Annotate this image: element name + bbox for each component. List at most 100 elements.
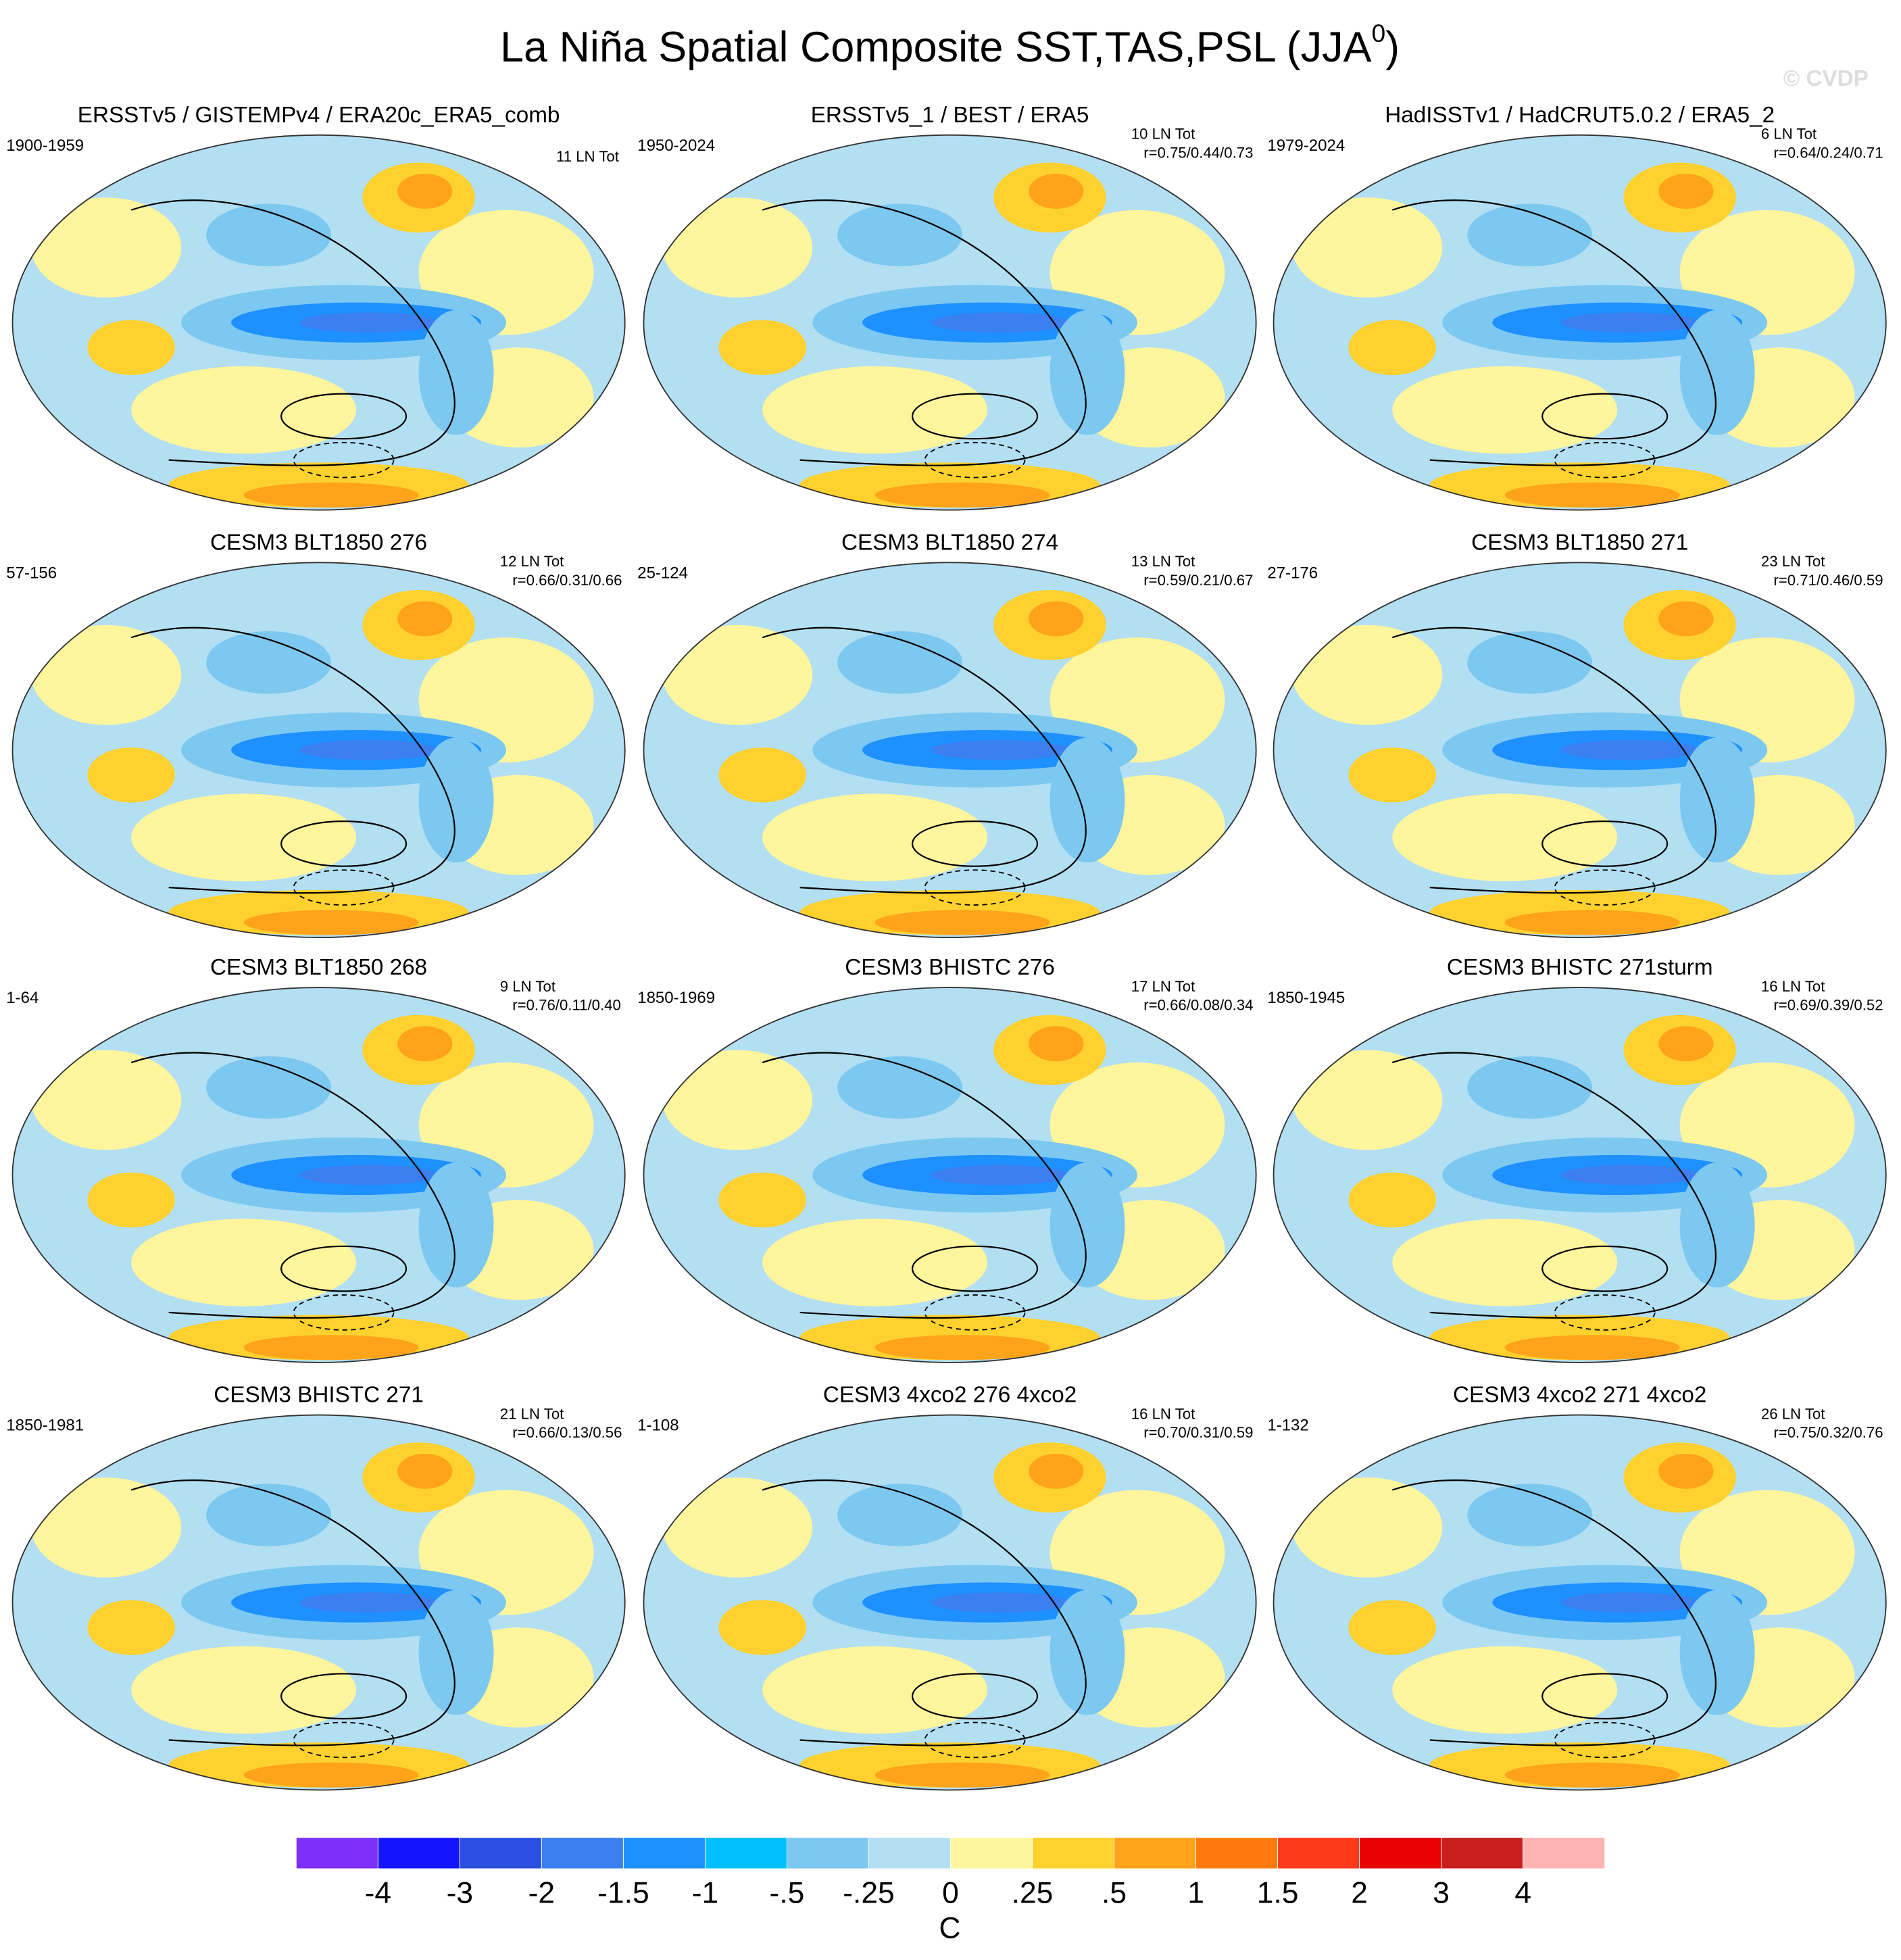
anomaly-region — [718, 748, 806, 803]
anomaly-region — [762, 793, 988, 881]
psl-contour — [762, 627, 1087, 894]
anomaly-region — [1029, 1026, 1084, 1062]
anomaly-region — [1658, 1026, 1714, 1062]
anomaly-region — [1467, 1484, 1593, 1546]
psl-contour-negative — [1554, 441, 1656, 479]
panel-title: CESM3 BHISTC 271 — [214, 1383, 424, 1408]
anomaly-region — [1292, 1477, 1443, 1578]
colorbar-label: 4 — [1514, 1877, 1531, 1910]
colorbar-label: -.25 — [843, 1877, 894, 1910]
anomaly-region — [397, 601, 453, 637]
psl-contour — [1391, 1052, 1717, 1319]
map-panel — [1273, 1415, 1886, 1790]
map-panel — [643, 1415, 1256, 1790]
anomaly-region — [299, 739, 438, 760]
anomaly-region — [1392, 793, 1618, 881]
panel-title: CESM3 BLT1850 268 — [210, 955, 427, 980]
map-panel — [12, 1415, 625, 1790]
anomaly-region — [1029, 1453, 1084, 1489]
anomaly-region — [31, 197, 182, 298]
psl-contour — [280, 393, 408, 440]
map-panel — [1273, 987, 1886, 1363]
colorbar-unit: C — [939, 1911, 961, 1944]
anomaly-region — [1504, 1762, 1680, 1788]
psl-contour — [130, 627, 455, 894]
panel-count: 10 LN Tot — [1131, 126, 1195, 143]
anomaly-region — [31, 624, 182, 725]
colorbar-box — [1523, 1837, 1606, 1869]
anomaly-region — [1560, 739, 1699, 760]
panel-count: 17 LN Tot — [1131, 978, 1195, 995]
panel-count: 6 LN Tot — [1761, 126, 1817, 143]
anomaly-region — [1292, 197, 1443, 298]
anomaly-region — [1050, 1590, 1125, 1715]
anomaly-region — [1392, 1219, 1618, 1306]
psl-contour — [911, 1673, 1039, 1720]
anomaly-region — [1504, 910, 1680, 935]
anomaly-region — [874, 910, 1050, 935]
colorbar-label: -4 — [365, 1877, 391, 1910]
anomaly-region — [874, 482, 1050, 508]
panel-title: CESM3 4xco2 276 4xco2 — [823, 1383, 1077, 1408]
anomaly-region — [397, 174, 453, 209]
anomaly-region — [418, 1590, 494, 1715]
colorbar-box — [786, 1837, 869, 1869]
map-border — [643, 987, 1257, 1363]
psl-contour — [762, 199, 1087, 466]
panel-period: 1-108 — [637, 1417, 678, 1435]
colorbar-box — [541, 1837, 624, 1869]
panel-count: 12 LN Tot — [500, 553, 564, 570]
colorbar-box — [1277, 1837, 1360, 1869]
map-panel — [643, 134, 1256, 510]
anomaly-region — [1348, 1172, 1437, 1228]
anomaly-region — [662, 197, 813, 298]
anomaly-region — [837, 1056, 963, 1119]
panel-title: CESM3 BLT1850 276 — [210, 530, 427, 555]
panel-period: 1-64 — [6, 989, 39, 1007]
anomaly-region — [837, 203, 963, 266]
anomaly-region — [131, 1219, 357, 1306]
anomaly-region — [837, 1484, 963, 1546]
map-panel — [1273, 562, 1886, 938]
anomaly-region — [1050, 737, 1125, 863]
panel-title: HadISSTv1 / HadCRUT5.0.2 / ERA5_2 — [1385, 103, 1775, 128]
anomaly-region — [418, 737, 494, 863]
colorbar-label: 1.5 — [1257, 1877, 1299, 1910]
colorbar-label: -3 — [447, 1877, 473, 1910]
psl-contour — [1391, 199, 1717, 466]
anomaly-region — [131, 793, 357, 881]
anomaly-region — [87, 748, 175, 803]
panel-title: CESM3 BLT1850 271 — [1471, 530, 1688, 555]
map-panel — [12, 987, 625, 1363]
colorbar-label: -1.5 — [597, 1877, 649, 1910]
anomaly-region — [1050, 1162, 1125, 1288]
psl-contour — [762, 1479, 1087, 1746]
panel-period: 25-124 — [637, 564, 688, 582]
psl-contour-negative — [1554, 869, 1656, 906]
anomaly-region — [1658, 601, 1714, 637]
psl-contour — [911, 1245, 1039, 1292]
map-panel — [643, 562, 1256, 938]
anomaly-region — [931, 1592, 1069, 1613]
anomaly-region — [418, 310, 494, 435]
anomaly-region — [418, 1162, 494, 1288]
psl-contour — [280, 1673, 408, 1720]
anomaly-region — [762, 1646, 988, 1734]
watermark: © CVDP — [1783, 66, 1869, 91]
anomaly-region — [931, 312, 1069, 333]
anomaly-region — [662, 1050, 813, 1150]
panel-period: 1900-1959 — [6, 137, 84, 155]
map-border — [11, 987, 626, 1363]
psl-contour-negative — [293, 1294, 395, 1331]
panel-count: 16 LN Tot — [1761, 978, 1825, 995]
anomaly-region — [1348, 1600, 1437, 1655]
anomaly-region — [718, 1172, 806, 1228]
psl-contour-negative — [924, 869, 1026, 906]
anomaly-region — [243, 1762, 419, 1788]
psl-contour — [130, 1052, 455, 1319]
panel-period: 27-176 — [1267, 564, 1318, 582]
colorbar-label: 1 — [1187, 1877, 1204, 1910]
panel-correlation: r=0.66/0.08/0.34 — [1143, 997, 1253, 1014]
anomaly-region — [762, 1219, 988, 1306]
